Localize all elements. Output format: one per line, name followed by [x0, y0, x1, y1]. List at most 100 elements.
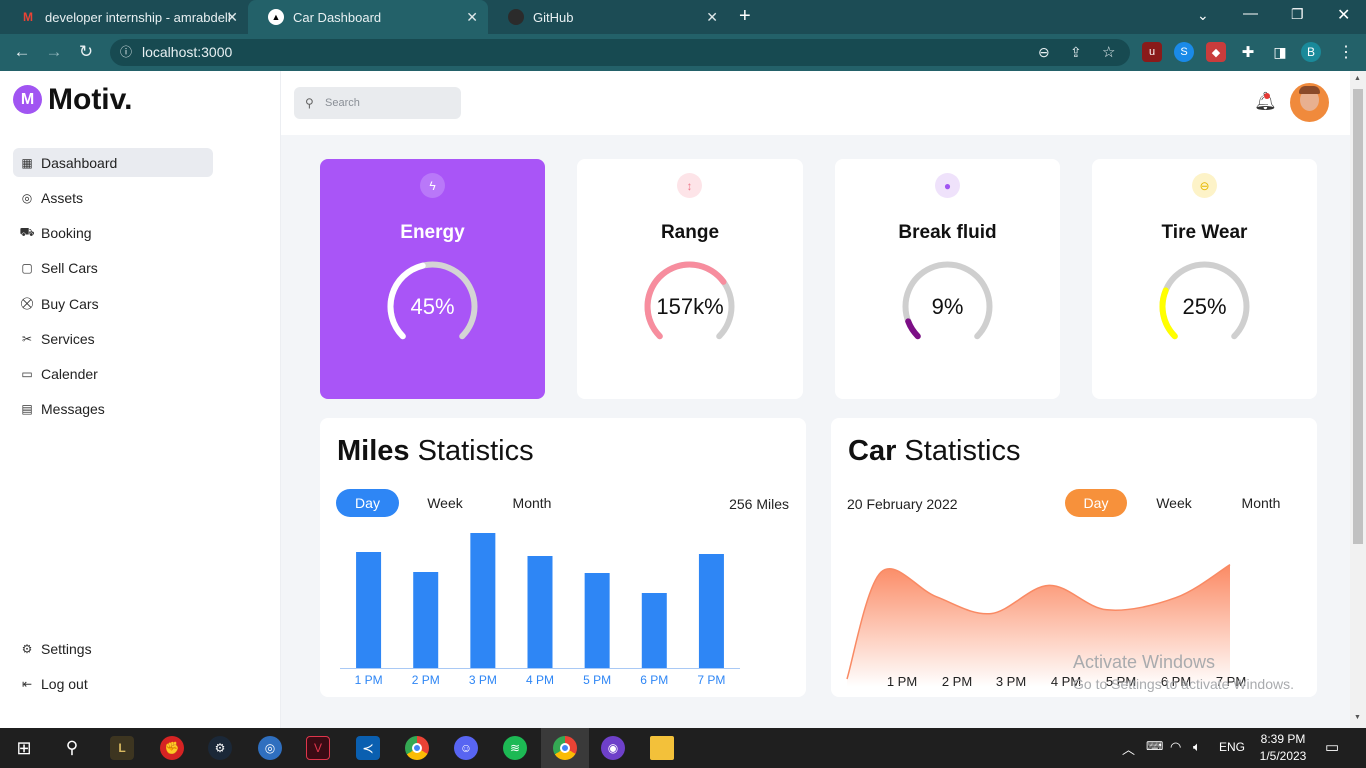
- tab-title: Car Dashboard: [293, 9, 382, 25]
- reload-button[interactable]: ↻: [78, 42, 94, 61]
- car-icon: ⛟: [19, 224, 35, 239]
- sidebar-item-booking[interactable]: ⛟ Booking: [13, 218, 213, 247]
- logout-icon: ⇤: [21, 676, 33, 691]
- browser-toolbar: ← → ↻ ⓘ localhost:3000 ⊖ ⇪ ☆ u S ◆ ✚ ◨ B…: [0, 34, 1366, 71]
- arrows-icon: ↕: [677, 173, 702, 198]
- profile-avatar[interactable]: B: [1301, 42, 1321, 62]
- clock-date[interactable]: 1/5/2023: [1259, 749, 1307, 763]
- search-input[interactable]: ⚲ Search: [294, 87, 461, 119]
- bar: [470, 533, 496, 668]
- chevron-up-icon[interactable]: ︿: [1122, 742, 1136, 757]
- close-icon[interactable]: ✕: [226, 9, 238, 25]
- chrome-profile-icon[interactable]: [553, 736, 577, 760]
- volume-icon[interactable]: 🔈︎: [1193, 739, 1201, 754]
- menu-icon[interactable]: ⋮: [1338, 44, 1354, 61]
- gauge-fill: [387, 262, 426, 340]
- zoom-icon[interactable]: ⊖: [1038, 44, 1050, 60]
- stat-card-energy[interactable]: ϟ Energy 45%: [320, 159, 545, 399]
- tab-month[interactable]: Month: [1241, 495, 1281, 511]
- sidepanel-icon[interactable]: ◨: [1273, 43, 1287, 60]
- x-tick-label: 5 PM: [1106, 674, 1136, 689]
- puzzle-icon[interactable]: ✚: [1241, 44, 1255, 61]
- search-icon: ⚲: [305, 96, 314, 110]
- address-bar[interactable]: ⓘ localhost:3000 ⊖ ⇪ ☆: [110, 39, 1130, 66]
- user-avatar[interactable]: [1290, 83, 1329, 122]
- sidebar-item-logout[interactable]: ⇤ Log out: [13, 669, 213, 698]
- scroll-thumb[interactable]: [1353, 89, 1363, 544]
- sidebar-item-assets[interactable]: ◎ Assets: [13, 183, 213, 212]
- valorant-icon[interactable]: V: [306, 736, 330, 760]
- app-icon[interactable]: ◎: [258, 736, 282, 760]
- bookmark-star-icon[interactable]: ☆: [1102, 44, 1116, 61]
- restore-button[interactable]: ❐: [1291, 6, 1304, 22]
- share-icon[interactable]: ⇪: [1070, 44, 1082, 60]
- bar: [641, 593, 667, 668]
- close-window-button[interactable]: ✕: [1337, 7, 1351, 24]
- chrome-icon[interactable]: [405, 736, 429, 760]
- steam-icon[interactable]: ⚙: [208, 736, 232, 760]
- spotify-icon[interactable]: ≋: [503, 736, 527, 760]
- ublock-icon[interactable]: u: [1142, 42, 1162, 62]
- tab-week[interactable]: Week: [427, 495, 463, 511]
- sidebar-item-calender[interactable]: ▭ Calender: [13, 359, 213, 388]
- vscode-icon[interactable]: ≺: [356, 736, 380, 760]
- scroll-down-icon[interactable]: ▼: [1354, 714, 1361, 721]
- close-icon[interactable]: ✕: [466, 9, 478, 25]
- back-button[interactable]: ←: [13, 42, 31, 61]
- league-icon[interactable]: L: [110, 736, 134, 760]
- tab-gmail[interactable]: M developer internship - amrabdell ✕: [0, 0, 248, 34]
- minimize-button[interactable]: —: [1243, 5, 1258, 22]
- tab-week[interactable]: Week: [1156, 495, 1192, 511]
- vercel-icon: ▲: [268, 9, 284, 25]
- grid-icon: ▦: [21, 155, 33, 170]
- x-tick-label: 2 PM: [942, 674, 972, 689]
- extension-icon[interactable]: S: [1174, 42, 1194, 62]
- file-explorer-icon[interactable]: [650, 736, 674, 760]
- sidebar-item-sell-cars[interactable]: ▢ Sell Cars: [13, 253, 213, 282]
- assets-icon: ◎: [21, 190, 33, 205]
- notifications-icon[interactable]: ▭: [1325, 739, 1340, 756]
- tab-search-icon[interactable]: ⌄: [1197, 7, 1209, 23]
- stat-card-break-fluid[interactable]: ● Break fluid 9%: [835, 159, 1060, 399]
- stat-card-range[interactable]: ↕ Range 157k%: [577, 159, 803, 399]
- stat-card-tire-wear[interactable]: ⊖ Tire Wear 25%: [1092, 159, 1317, 399]
- discord-icon[interactable]: ☺: [454, 736, 478, 760]
- sidebar-item-label: Settings: [41, 640, 92, 657]
- stat-gauge: [387, 261, 478, 340]
- new-tab-button[interactable]: +: [739, 5, 751, 27]
- clock-time[interactable]: 8:39 PM: [1260, 732, 1306, 746]
- forward-button[interactable]: →: [45, 42, 63, 61]
- gauge-fill: [905, 318, 921, 340]
- logo-mark: M: [13, 85, 42, 114]
- sidebar-item-messages[interactable]: ▤ Messages: [13, 394, 213, 423]
- tab-car-dashboard[interactable]: ▲ Car Dashboard ✕: [248, 0, 488, 34]
- language-indicator[interactable]: ENG: [1219, 740, 1246, 754]
- bag-icon: ▢: [21, 260, 33, 275]
- extension-icon[interactable]: ◆: [1206, 42, 1226, 62]
- tab-month[interactable]: Month: [512, 495, 552, 511]
- sidebar-item-dashboard[interactable]: ▦ Dasahboard: [13, 148, 213, 177]
- title-rest: Statistics: [896, 435, 1021, 467]
- notification-dot: [1264, 93, 1270, 99]
- close-icon[interactable]: ✕: [706, 9, 718, 25]
- page-scrollbar[interactable]: ▲ ▼: [1350, 71, 1366, 728]
- windows-taskbar: ⊞ ⚲ L ✊ ⚙ ◎ V ≺ ☺ ≋ ◉ ︿ ⌨ ◠ 🔈︎ ENG 8:39 …: [0, 728, 1366, 768]
- sidebar-item-services[interactable]: ✂ Services: [13, 324, 213, 353]
- github-desktop-icon[interactable]: ◉: [601, 736, 625, 760]
- sidebar-item-settings[interactable]: ⚙ Settings: [13, 634, 213, 663]
- stat-title: Tire Wear: [1161, 222, 1248, 243]
- riot-icon[interactable]: ✊: [160, 736, 184, 760]
- tab-day[interactable]: Day: [336, 489, 399, 517]
- windows-start-icon[interactable]: ⊞: [16, 737, 32, 758]
- bell-icon[interactable]: 🔔︎: [1254, 91, 1277, 111]
- tab-day[interactable]: Day: [1065, 489, 1127, 517]
- stat-gauge: [1159, 261, 1250, 340]
- card-title: Miles Statistics: [337, 435, 534, 468]
- sidebar-item-buy-cars[interactable]: ⛒ Buy Cars: [13, 289, 213, 318]
- search-icon[interactable]: ⚲: [65, 738, 79, 757]
- wifi-icon[interactable]: ◠: [1170, 739, 1182, 754]
- tab-github[interactable]: GitHub ✕: [488, 0, 728, 34]
- network-icon[interactable]: ⌨: [1146, 739, 1164, 753]
- sidebar-item-label: Buy Cars: [41, 295, 99, 312]
- scroll-up-icon[interactable]: ▲: [1354, 75, 1361, 82]
